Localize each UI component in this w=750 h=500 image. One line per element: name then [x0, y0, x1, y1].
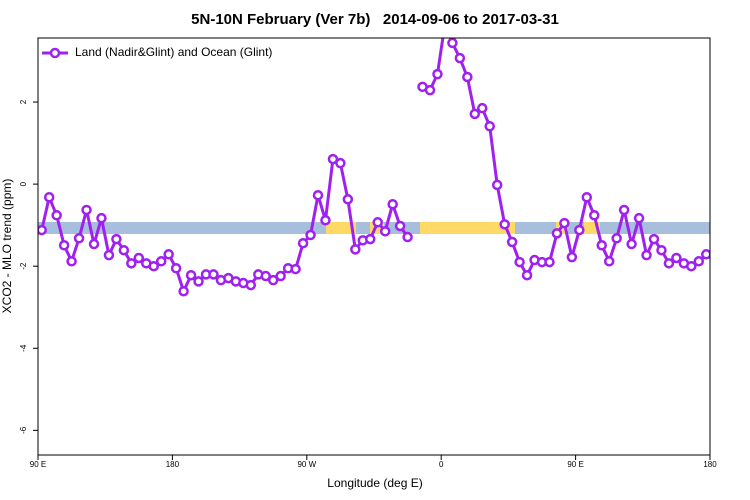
data-point [596, 240, 607, 251]
data-point [484, 120, 495, 132]
legend-label: Land (Nadir&Glint) and Ocean (Glint) [75, 45, 272, 59]
data-point [394, 220, 406, 232]
y-tick-label: -4 [19, 344, 28, 352]
data-point [155, 256, 167, 267]
data-point [671, 252, 682, 264]
data-point [118, 244, 130, 256]
data-point [260, 270, 271, 282]
data-point [686, 260, 697, 272]
data-point [275, 270, 286, 282]
data-point [73, 233, 85, 244]
data-point [103, 249, 115, 261]
data-point [342, 194, 354, 205]
data-point [559, 217, 570, 229]
data-point [66, 256, 77, 267]
legend: Land (Nadir&Glint) and Ocean (Glint) [42, 45, 272, 59]
data-point [111, 233, 122, 245]
y-tick-label: 2 [19, 99, 28, 104]
x-tick-label: 180 [703, 460, 717, 469]
data-point [290, 263, 301, 275]
data-point [163, 249, 174, 260]
y-tick-label: -2 [19, 262, 28, 270]
data-point [267, 274, 279, 286]
data-point [663, 258, 675, 269]
data-point [305, 229, 316, 241]
data-point [402, 231, 413, 243]
data-point [506, 236, 518, 248]
data-point [491, 179, 503, 191]
data-point [178, 285, 189, 297]
data-point [633, 212, 645, 224]
data-point [499, 219, 510, 230]
data-point [185, 269, 197, 281]
data-point [365, 233, 376, 245]
plot-frame [37, 37, 711, 456]
data-point [320, 214, 331, 226]
legend-marker [49, 47, 61, 59]
data-point [641, 249, 652, 261]
data-point [148, 260, 159, 272]
x-tick-label: 0 [439, 460, 444, 469]
data-point [589, 210, 600, 221]
y-axis-label: XCO2 - MLO trend (ppm) [0, 179, 14, 314]
data-point [245, 279, 257, 291]
data-point [81, 204, 92, 216]
data-point [126, 258, 137, 269]
data-point [521, 269, 533, 281]
data-point [603, 256, 615, 267]
data-point [469, 108, 481, 120]
x-tick-label: 180 [166, 460, 180, 469]
data-point [626, 238, 637, 250]
data-point [387, 198, 398, 210]
data-point [208, 269, 219, 280]
data-point [544, 256, 555, 268]
data-point [424, 84, 436, 96]
x-axis-label: Longitude (deg E) [327, 476, 422, 490]
data-point [454, 52, 466, 64]
plot-area [38, 38, 710, 297]
x-tick-label: 90 E [30, 460, 46, 469]
data-point [648, 233, 660, 245]
data-point [170, 263, 182, 274]
data-point [693, 256, 705, 267]
data-point [611, 233, 622, 244]
data-point [43, 191, 55, 203]
data-point [462, 71, 473, 83]
data-point [312, 189, 324, 201]
data-point [566, 251, 578, 263]
land-band [326, 222, 356, 234]
x-tick-label: 90 E [567, 460, 583, 469]
data-point [133, 252, 145, 264]
data-line [40, 38, 708, 296]
data-point [574, 224, 585, 236]
data-point [51, 210, 62, 221]
data-point [38, 224, 47, 236]
data-point [656, 244, 667, 256]
data-point [372, 217, 383, 228]
data-point [514, 256, 525, 268]
data-point [297, 237, 309, 249]
data-point [618, 204, 630, 216]
data-point [58, 240, 70, 251]
data-point [581, 191, 593, 203]
data-point [432, 68, 443, 80]
y-tick-label: 0 [19, 181, 28, 186]
data-point [379, 226, 391, 237]
data-point [447, 38, 458, 49]
chart-title: 5N-10N February (Ver 7b) 2014-09-06 to 2… [191, 11, 559, 28]
data-point [96, 212, 107, 224]
data-point [335, 157, 346, 169]
data-point [701, 249, 710, 260]
data-point [193, 276, 204, 287]
y-tick-label: -6 [19, 426, 28, 434]
data-point [88, 238, 100, 250]
land-band [420, 222, 515, 234]
data-point [327, 153, 339, 165]
data-point [551, 228, 563, 239]
data-point [477, 102, 488, 114]
x-tick-label: 90 W [297, 460, 316, 469]
data-point [350, 244, 361, 255]
